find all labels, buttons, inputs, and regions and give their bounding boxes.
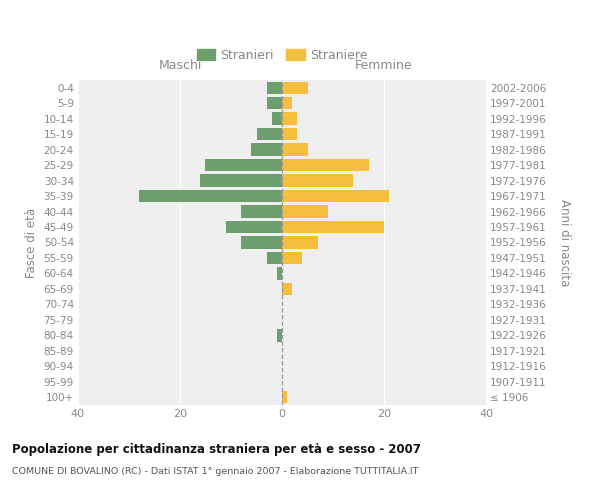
Bar bbox=[282, 144, 308, 156]
Bar bbox=[257, 128, 282, 140]
Bar bbox=[282, 206, 328, 218]
Bar bbox=[282, 190, 389, 202]
Bar bbox=[282, 391, 287, 404]
Text: Femmine: Femmine bbox=[355, 59, 413, 72]
Text: Popolazione per cittadinanza straniera per età e sesso - 2007: Popolazione per cittadinanza straniera p… bbox=[12, 442, 421, 456]
Bar bbox=[206, 159, 282, 172]
Bar bbox=[282, 221, 384, 233]
Text: Maschi: Maschi bbox=[158, 59, 202, 72]
Bar bbox=[277, 268, 282, 280]
Bar bbox=[226, 221, 282, 233]
Bar bbox=[267, 97, 282, 110]
Bar bbox=[282, 282, 292, 295]
Y-axis label: Fasce di età: Fasce di età bbox=[25, 208, 38, 278]
Bar bbox=[282, 252, 302, 264]
Bar bbox=[282, 236, 318, 248]
Bar bbox=[282, 112, 298, 125]
Bar bbox=[282, 82, 308, 94]
Bar bbox=[267, 82, 282, 94]
Bar bbox=[241, 236, 282, 248]
Text: COMUNE DI BOVALINO (RC) - Dati ISTAT 1° gennaio 2007 - Elaborazione TUTTITALIA.I: COMUNE DI BOVALINO (RC) - Dati ISTAT 1° … bbox=[12, 468, 418, 476]
Bar bbox=[251, 144, 282, 156]
Bar bbox=[241, 206, 282, 218]
Bar bbox=[282, 128, 298, 140]
Bar bbox=[139, 190, 282, 202]
Bar bbox=[282, 97, 292, 110]
Bar bbox=[272, 112, 282, 125]
Y-axis label: Anni di nascita: Anni di nascita bbox=[558, 199, 571, 286]
Bar bbox=[282, 174, 353, 187]
Bar bbox=[200, 174, 282, 187]
Bar bbox=[282, 159, 369, 172]
Bar bbox=[267, 252, 282, 264]
Bar bbox=[277, 329, 282, 342]
Legend: Stranieri, Straniere: Stranieri, Straniere bbox=[191, 44, 373, 67]
